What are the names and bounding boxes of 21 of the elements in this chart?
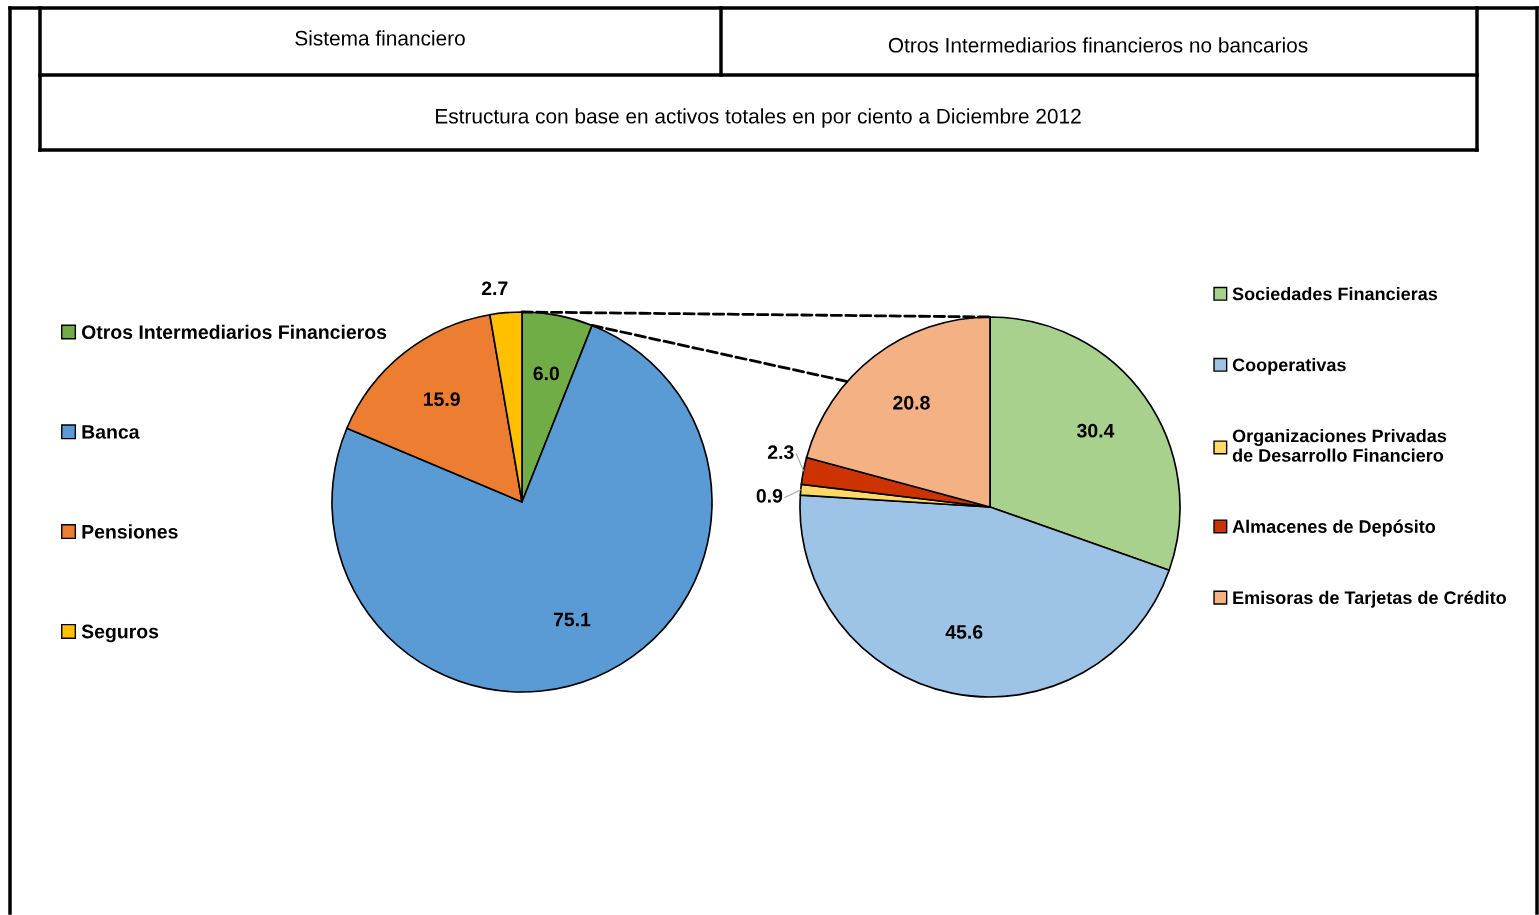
legend-label: Seguros [81, 624, 159, 643]
data-label: 20.8 [893, 395, 930, 410]
legend-label: Cooperativas [1232, 358, 1346, 375]
data-label: 0.9 [756, 488, 783, 503]
chart-title: Sistema financiero [295, 30, 465, 46]
data-label: 45.6 [945, 625, 983, 639]
data-label: 6.0 [533, 366, 559, 381]
data-label: 30.4 [1077, 423, 1115, 438]
data-label: 2.7 [481, 281, 508, 295]
legend-label: Pensiones [82, 524, 178, 539]
data-label: 75.1 [553, 612, 591, 627]
legend-label: Organizaciones Privadas de Desarrollo Financiero [1232, 429, 1447, 462]
legend-label: Banca [82, 425, 140, 439]
legend-label: Sociedades Financieras [1232, 287, 1438, 301]
legend-label: Emisoras de Tarjetas de Crédito [1233, 590, 1506, 608]
data-label: 15.9 [423, 392, 460, 407]
legend-label: Otros Intermediarios Financieros [81, 324, 387, 339]
data-label: 2.3 [767, 445, 794, 460]
chart-title: Otros Intermediarios financieros no bancarios [888, 37, 1308, 53]
legend-label: Almacenes de Depósito [1232, 519, 1436, 537]
text: Estructura con base en activos totales en por ciento a Diciembre 2012 [436, 108, 1081, 128]
